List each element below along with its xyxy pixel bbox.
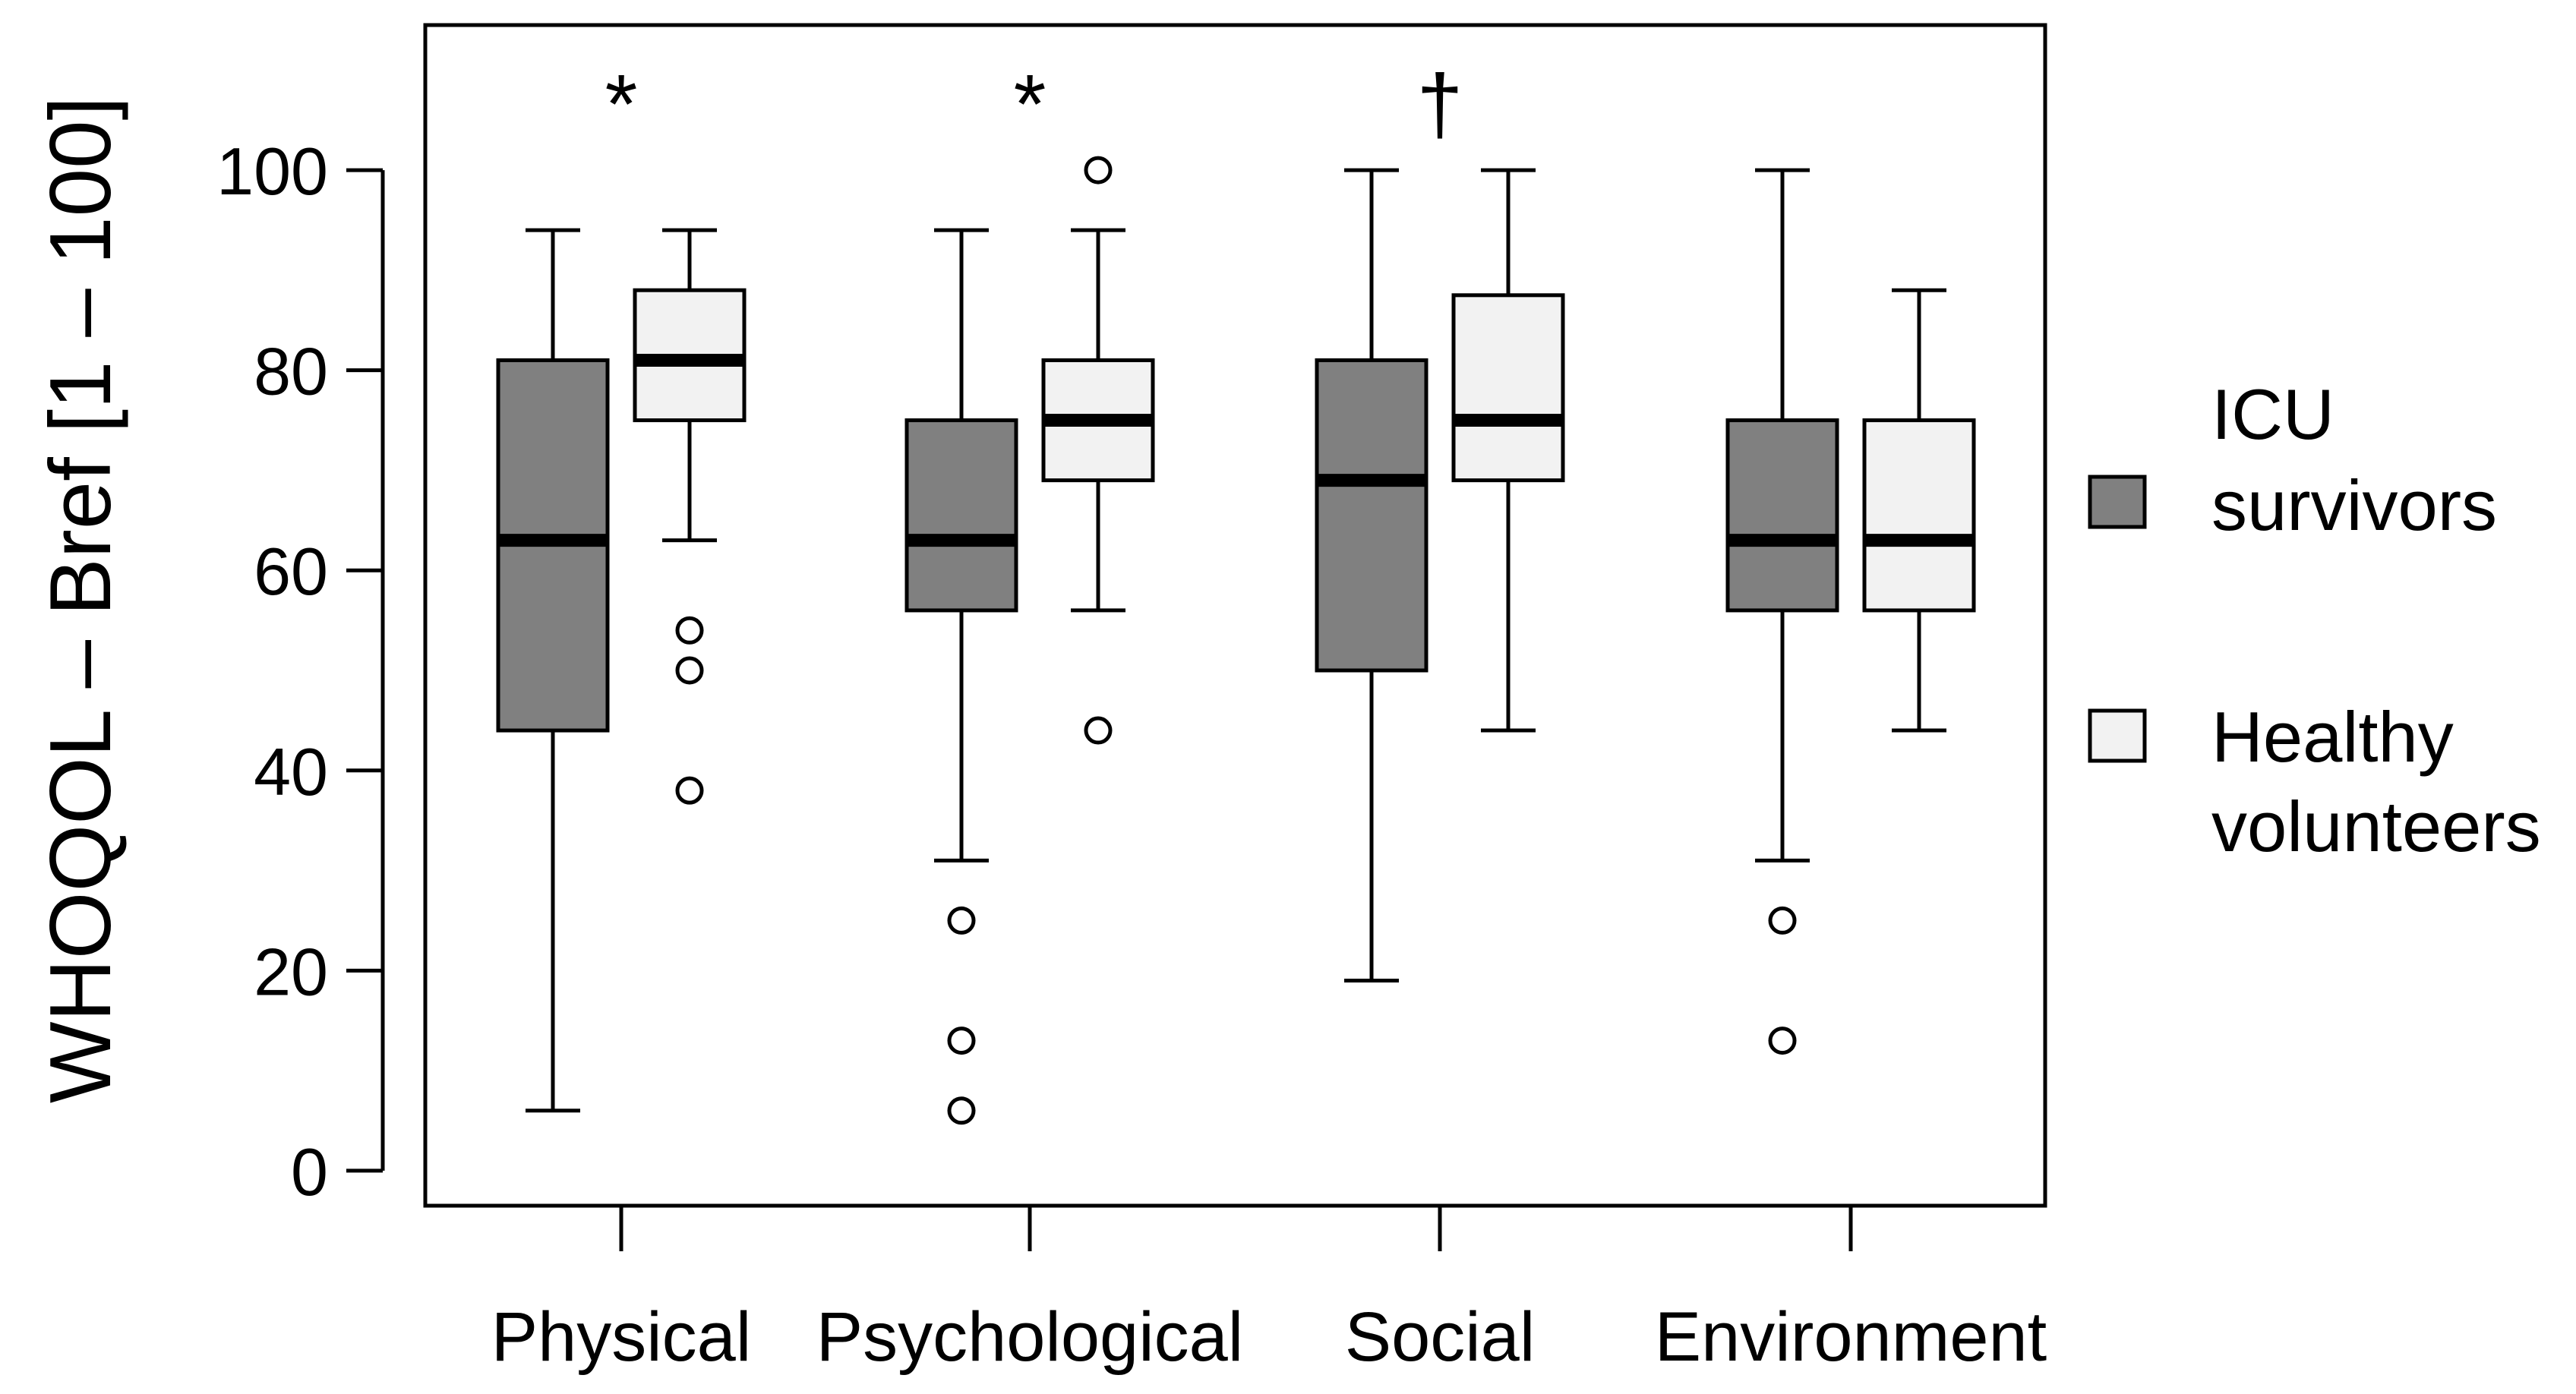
y-axis-title: WHOQOL – Bref [1 – 100] [33, 96, 129, 1103]
legend-swatch [2088, 475, 2147, 529]
box-group [1451, 168, 1565, 733]
significance-marker: * [605, 58, 638, 151]
box-iqr [904, 418, 1018, 613]
box-iqr [1725, 418, 1839, 613]
box-group [1041, 156, 1155, 745]
x-category-label: Environment [1655, 1298, 2047, 1376]
x-category-label: Psychological [816, 1298, 1244, 1376]
legend-item: ICU survivors [2088, 374, 2497, 545]
outlier-point [675, 656, 704, 685]
y-tick-label: 60 [254, 534, 328, 609]
x-category-label: Social [1345, 1298, 1536, 1376]
box-layer [496, 156, 1976, 1125]
y-tick-label: 40 [254, 734, 328, 809]
outlier-point [1768, 1027, 1797, 1055]
outlier-point [675, 776, 704, 805]
outlier-point [947, 906, 976, 935]
axis-layer: 0 20 40 60 80 100 Physical Psychological Social E… [216, 23, 2047, 1376]
outlier-point [1084, 716, 1113, 745]
legend-label: volunteers [2211, 787, 2541, 866]
x-category-label: Physical [491, 1298, 752, 1376]
box-group [633, 228, 747, 805]
box-group [1315, 168, 1428, 982]
legend-item: Healthy volunteers [2088, 697, 2541, 866]
y-tick-label: 100 [216, 134, 328, 209]
outlier-point [1084, 156, 1113, 184]
box-iqr [1451, 293, 1565, 483]
outlier-point [675, 616, 704, 645]
y-tick-label: 20 [254, 934, 328, 1009]
outlier-point [1768, 906, 1797, 935]
box-group [1862, 288, 1976, 733]
box-group [904, 228, 1018, 1125]
y-tick-label: 80 [254, 334, 328, 409]
box-group [496, 228, 610, 1113]
box-iqr [1862, 418, 1976, 613]
outlier-point [947, 1027, 976, 1055]
box-group [1725, 168, 1839, 1055]
plot-frame [423, 23, 2047, 1208]
legend-label: Healthy [2211, 697, 2454, 777]
y-tick-label: 0 [291, 1134, 328, 1210]
box-iqr [1315, 358, 1428, 673]
legend-swatch [2088, 708, 2147, 763]
outlier-point [947, 1096, 976, 1125]
legend-label: survivors [2211, 465, 2497, 545]
significance-marker: * [1014, 58, 1046, 151]
legend-label: ICU [2211, 374, 2334, 454]
significance-marker: † [1416, 58, 1463, 151]
legend: ICU survivors Healthy volunteers [2088, 374, 2541, 866]
